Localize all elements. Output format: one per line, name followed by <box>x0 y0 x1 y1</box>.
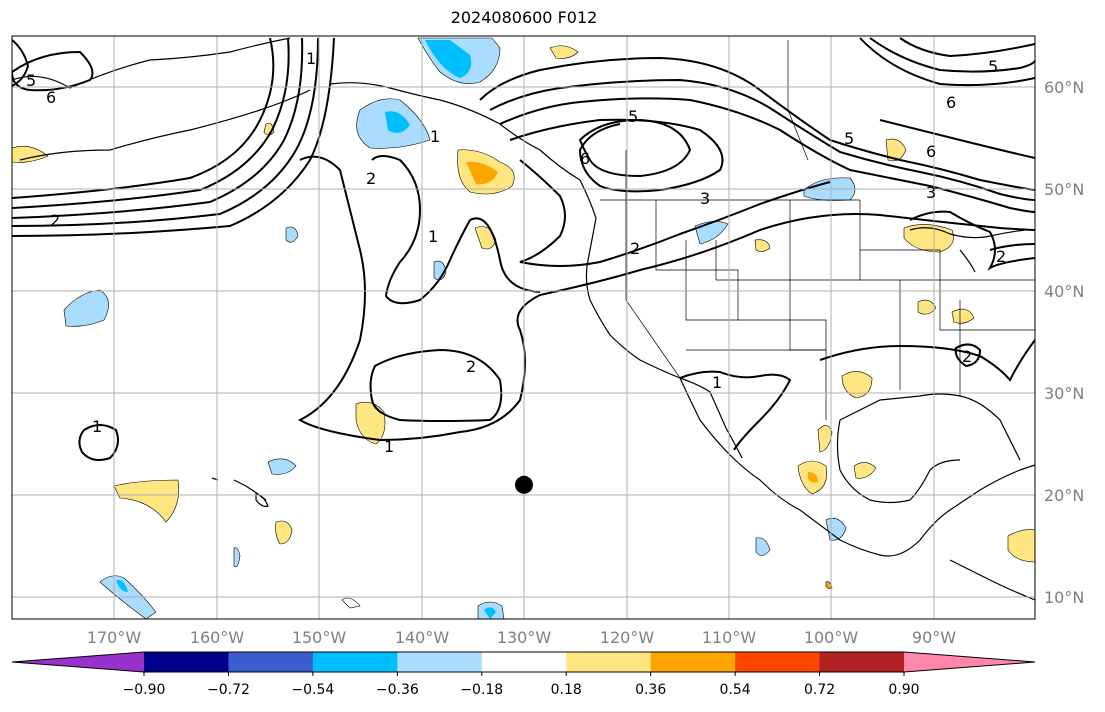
colorbar-tick-label: 0.72 <box>804 682 835 698</box>
lon-label: 170°W <box>87 628 142 647</box>
lon-label: 100°W <box>804 628 859 647</box>
lon-label: 140°W <box>395 628 450 647</box>
contour-label: 5 <box>844 129 854 148</box>
contour-label: 5 <box>26 71 36 90</box>
lat-label: 60°N <box>1044 78 1084 97</box>
longitude-axis: 170°W 160°W 150°W 140°W 130°W 120°W 110°… <box>87 628 956 647</box>
contour-label: 3 <box>926 183 936 202</box>
colorbar-tick-label: 0.54 <box>720 682 751 698</box>
contour-label: 1 <box>92 417 102 436</box>
lon-label: 130°W <box>497 628 552 647</box>
contour-label: 1 <box>384 437 394 456</box>
contour-label: 2 <box>962 347 972 366</box>
contour-label: 2 <box>50 211 60 230</box>
colorbar-extend-high <box>904 652 1035 672</box>
colorbar-tick-label: −0.36 <box>376 682 419 698</box>
contour-label: 2 <box>466 357 476 376</box>
anomaly-shading <box>12 37 1035 619</box>
colorbar-tick-label: −0.54 <box>291 682 334 698</box>
contour-label: 6 <box>946 93 956 112</box>
colorbar-segment <box>312 652 398 672</box>
colorbar-segment <box>481 652 567 672</box>
contour-label: 6 <box>580 149 590 168</box>
lat-label: 30°N <box>1044 384 1084 403</box>
colorbar-tick-label: 0.36 <box>635 682 666 698</box>
colorbar-segment <box>650 652 736 672</box>
colorbar-segment <box>735 652 821 672</box>
contour-label: 3 <box>700 189 710 208</box>
contour-label: 2 <box>630 239 640 258</box>
colorbar-segment <box>228 652 314 672</box>
contour-label: 5 <box>628 107 638 126</box>
lon-label: 160°W <box>190 628 245 647</box>
contour-label: 1 <box>430 127 440 146</box>
lat-label: 20°N <box>1044 486 1084 505</box>
lon-label: 150°W <box>292 628 347 647</box>
lon-label: 120°W <box>600 628 655 647</box>
contour-label: 6 <box>926 142 936 161</box>
map-frame <box>11 35 1036 620</box>
location-marker <box>515 475 533 494</box>
colorbar-tick-label: −0.90 <box>123 682 166 698</box>
colorbar-segment <box>144 652 229 672</box>
colorbar-segment <box>397 652 483 672</box>
contour-label: 6 <box>46 88 56 107</box>
colorbar-tick-label: −0.72 <box>207 682 250 698</box>
lat-label: 50°N <box>1044 180 1084 199</box>
lon-label: 90°W <box>912 628 956 647</box>
colorbar-tick-label: 0.90 <box>888 682 919 698</box>
graticule <box>12 36 1035 619</box>
map-title: 2024080600 F012 <box>450 8 598 27</box>
colorbar-tick-label: −0.18 <box>460 682 503 698</box>
contour-label: 1 <box>306 49 316 68</box>
colorbar-tick-label: 0.18 <box>551 682 582 698</box>
latitude-axis: 60°N 50°N 40°N 30°N 20°N 10°N <box>1044 78 1084 607</box>
coastlines <box>12 37 1035 601</box>
lat-label: 40°N <box>1044 282 1084 301</box>
colorbar-segment <box>566 652 652 672</box>
lon-label: 110°W <box>702 628 757 647</box>
contour-label-group: 6 5 2 1 1 2 1 2 1 5 6 3 2 1 5 6 3 2 6 5 … <box>26 49 1006 456</box>
colorbar-segment <box>819 652 905 672</box>
colorbar: −0.90 −0.72 −0.54 −0.36 −0.18 0.18 0.36 0.54 0.7… <box>11 651 1036 698</box>
contour-label: 1 <box>428 227 438 246</box>
colorbar-extend-low <box>12 652 144 672</box>
contour-label: 2 <box>996 247 1006 266</box>
contour-label: 1 <box>712 373 722 392</box>
lat-label: 10°N <box>1044 588 1084 607</box>
contour-label: 2 <box>366 169 376 188</box>
contour-label: 5 <box>988 57 998 76</box>
